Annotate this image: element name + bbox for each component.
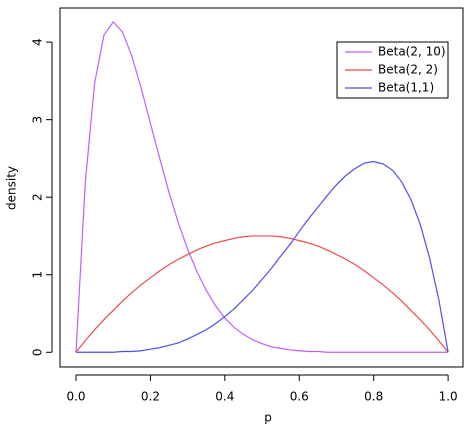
y-tick-label: 1 (31, 271, 45, 279)
legend-label: Beta(1,1) (378, 81, 434, 95)
x-tick-label: 0.2 (141, 390, 160, 404)
x-tick-label: 0.0 (66, 390, 85, 404)
plot-frame (59, 7, 464, 368)
x-tick-label: 0.4 (215, 390, 234, 404)
line-series (76, 160, 449, 353)
line-series (75, 21, 449, 353)
legend-label: Beta(2, 10) (378, 45, 446, 59)
x-tick-label: 0.6 (290, 390, 309, 404)
line-series (75, 235, 449, 353)
y-tick-label: 0 (31, 348, 45, 356)
x-axis-label: p (264, 411, 272, 425)
y-axis-label: density (5, 166, 19, 210)
y-tick-label: 2 (31, 193, 45, 201)
legend-label: Beta(2, 2) (378, 63, 438, 77)
x-tick-label: 1.0 (439, 390, 458, 404)
y-tick-label: 3 (31, 116, 45, 124)
y-tick-label: 4 (31, 38, 45, 46)
x-tick-label: 0.8 (364, 390, 383, 404)
